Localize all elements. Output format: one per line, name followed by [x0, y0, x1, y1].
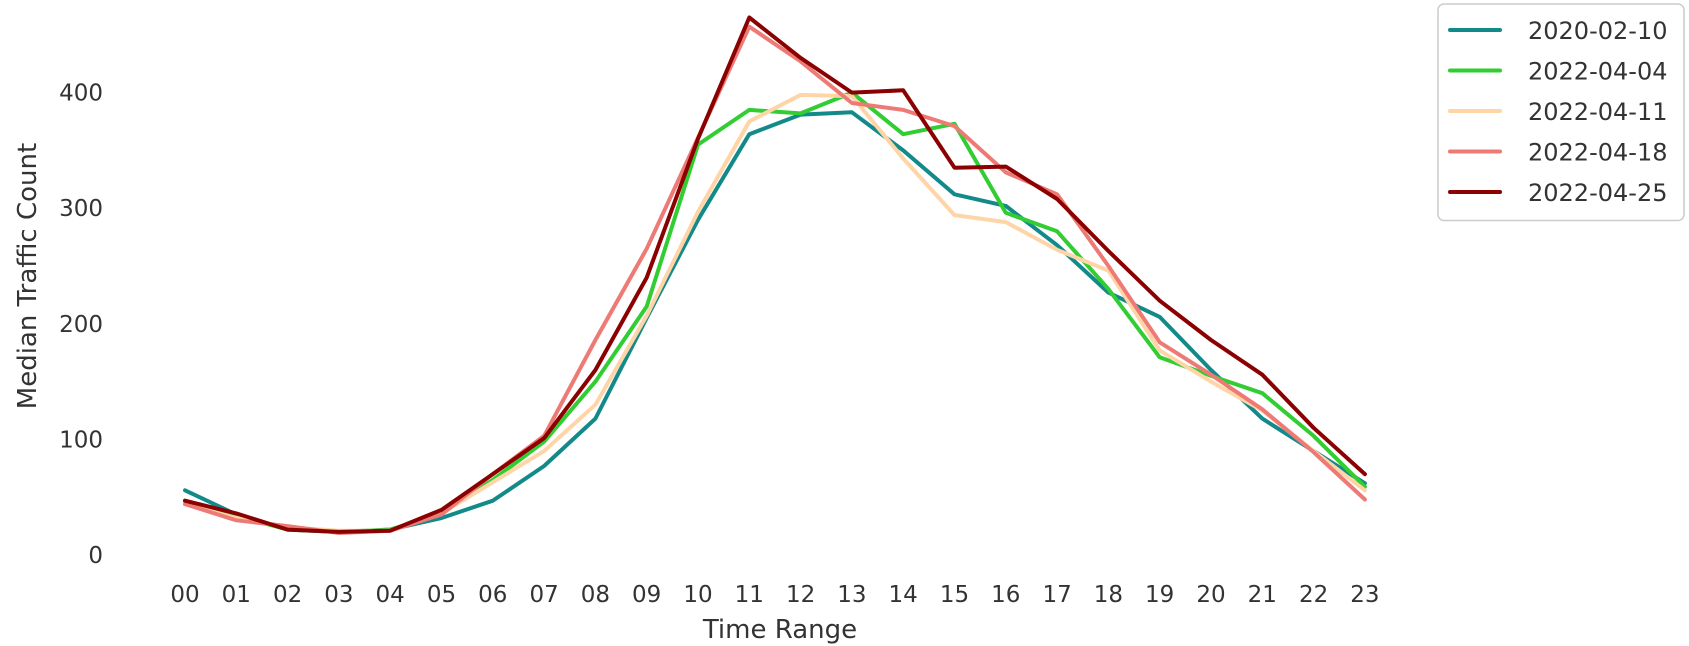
x-tick-label: 19	[1145, 582, 1174, 608]
y-tick-label: 200	[59, 312, 103, 338]
legend-label: 2022-04-18	[1528, 139, 1667, 167]
plot-area	[183, 15, 1367, 535]
x-tick-label: 08	[581, 582, 610, 608]
legend: 2020-02-10 2022-04-04 2022-04-11 2022-04-18…	[1437, 3, 1685, 222]
legend-label: 2022-04-04	[1528, 58, 1667, 86]
series-line	[183, 15, 1367, 534]
x-tick-label: 00	[170, 582, 199, 608]
x-tick-label: 20	[1196, 582, 1225, 608]
legend-item: 2020-02-10	[1448, 17, 1667, 45]
x-tick-label: 23	[1350, 582, 1379, 608]
x-tick-label: 05	[427, 582, 456, 608]
x-tick-label: 06	[478, 582, 507, 608]
legend-item: 2022-04-18	[1448, 139, 1667, 167]
x-tick-label: 09	[632, 582, 661, 608]
x-tick-label: 22	[1299, 582, 1328, 608]
x-tick-label: 16	[991, 582, 1020, 608]
x-tick-label: 11	[735, 582, 764, 608]
x-tick-label: 17	[1042, 582, 1071, 608]
legend-label: 2022-04-25	[1528, 179, 1667, 207]
x-tick-label: 18	[1094, 582, 1123, 608]
x-tick-label: 03	[324, 582, 353, 608]
series-line	[183, 24, 1367, 535]
y-tick-label: 100	[59, 427, 103, 453]
legend-box	[1437, 3, 1685, 222]
y-tick-label: 0	[88, 543, 103, 569]
x-tick-label: 02	[273, 582, 302, 608]
x-axis: 00 01 02 03 04 05 06 07 08 09 10 11 12 13 14 15 16 17 18 19…	[170, 582, 1379, 608]
y-tick-label: 400	[59, 81, 103, 107]
legend-item: 2022-04-11	[1448, 98, 1667, 126]
y-axis: 0 100 200 300 400	[59, 81, 103, 569]
x-tick-label: 01	[222, 582, 251, 608]
x-tick-label: 13	[837, 582, 866, 608]
x-tick-label: 07	[529, 582, 558, 608]
series-line	[183, 92, 1367, 533]
x-tick-label: 15	[940, 582, 969, 608]
x-tick-label: 12	[786, 582, 815, 608]
x-tick-label: 04	[376, 582, 405, 608]
series-line	[183, 90, 1367, 534]
x-axis-title: Time Range	[702, 615, 857, 645]
legend-item: 2022-04-25	[1448, 179, 1667, 207]
y-tick-label: 300	[59, 196, 103, 222]
x-tick-label: 21	[1248, 582, 1277, 608]
x-tick-label: 10	[683, 582, 712, 608]
legend-label: 2022-04-11	[1528, 98, 1667, 126]
y-axis-title: Median Traffic Count	[13, 143, 43, 409]
legend-label: 2020-02-10	[1528, 17, 1667, 45]
legend-item: 2022-04-04	[1448, 58, 1667, 86]
x-tick-label: 14	[889, 582, 918, 608]
